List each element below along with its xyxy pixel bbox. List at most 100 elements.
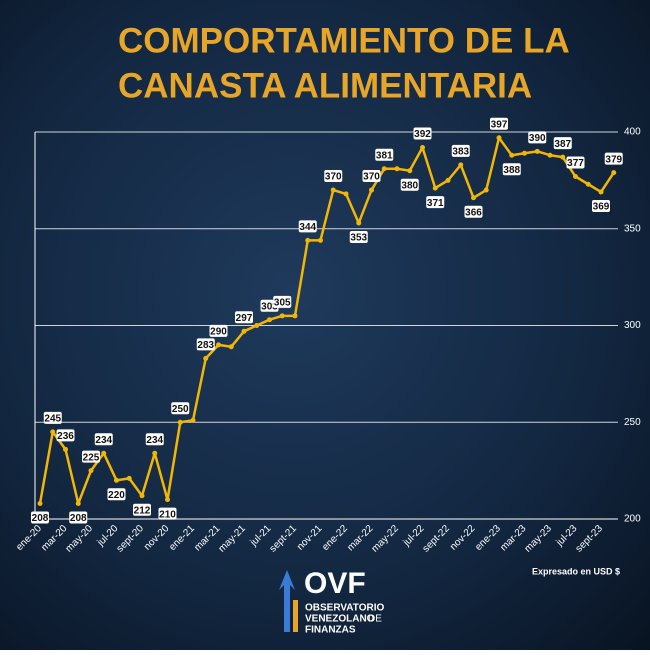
data-point [522,150,527,156]
data-point [75,501,81,507]
data-point [483,187,489,193]
data-label: 381 [376,150,393,161]
data-point [343,191,349,197]
data-point [611,170,617,176]
data-label-group: 234 [94,433,113,446]
data-label: 392 [414,129,431,140]
data-point [496,135,502,141]
data-label-group: 388 [502,163,521,176]
y-tick-label: 200 [624,514,641,525]
data-label-group: 210 [158,507,177,520]
data-label: 390 [529,133,546,144]
data-label: 208 [32,513,49,524]
data-label-bg [107,488,126,501]
logo-text: VENEZOLANO [305,614,375,625]
data-label: 397 [491,119,508,130]
data-point [573,174,578,180]
data-label: 344 [299,222,316,233]
data-point [126,475,132,481]
data-label: 383 [452,147,469,158]
data-label-bg [235,311,253,324]
data-label-bg [349,230,368,243]
data-label: 245 [44,414,61,425]
data-point [547,152,553,158]
data-label-group: 212 [133,503,151,516]
data-label: 220 [108,490,125,501]
data-label-bg [158,507,177,520]
logo-text: FINANZAS [305,625,356,636]
data-point [267,317,272,323]
data-point [63,446,68,452]
data-label-group: 369 [592,199,610,213]
data-label: 379 [605,154,622,165]
data-label-bg [592,199,610,212]
data-label-bg [69,511,88,524]
data-point [241,328,247,334]
data-label-bg [133,503,151,516]
data-label-group: 245 [43,411,62,425]
data-label-bg [528,131,547,144]
data-point [88,468,94,474]
data-point [165,497,170,503]
data-label: 370 [325,172,342,183]
data-label: 208 [70,513,87,524]
data-label-group: 383 [451,144,470,158]
data-label: 290 [210,326,227,337]
data-point [203,355,209,361]
data-point [420,144,425,150]
data-point [254,323,260,328]
data-label: 377 [567,158,584,169]
series-line [38,136,615,505]
data-point [139,493,145,499]
data-point [114,477,119,483]
logo-bar [293,600,298,632]
data-label-group: 305 [273,295,292,308]
data-point [458,162,464,168]
data-label-bg [451,144,470,157]
data-label-group: 290 [209,324,228,337]
data-label-bg [566,156,585,169]
data-label: 371 [427,198,444,209]
data-point [305,237,311,243]
data-point [216,342,221,348]
data-label: 297 [236,313,253,324]
data-label-bg [490,117,508,130]
data-point [37,501,43,507]
data-label-bg [298,220,317,233]
data-label-group: 392 [413,127,432,140]
data-label-group: 208 [69,511,88,524]
data-point [598,189,604,195]
data-label: 369 [593,202,610,213]
data-label-bg [324,170,343,183]
data-label: 210 [159,509,176,520]
data-label-bg [604,152,623,165]
data-label-bg [426,196,445,209]
data-label-group: 250 [171,402,190,415]
data-point [50,429,56,435]
data-label-bg [375,148,394,161]
data-label-bg [56,429,75,442]
data-label-group: 234 [145,433,164,446]
y-tick-label: 400 [624,127,641,138]
data-label: 366 [465,207,482,218]
data-point [534,148,540,154]
data-label-bg [209,324,228,337]
data-label-bg [273,295,292,308]
data-label-group: 381 [375,148,394,161]
data-label-group: 379 [604,152,623,165]
data-label: 234 [95,435,112,446]
note: Expresado en USD $ [532,566,620,576]
data-label-group: 397 [490,117,508,130]
data-point [318,237,323,243]
data-label-group: 370 [324,170,343,183]
chart-title: COMPORTAMIENTO DE LA [118,21,570,60]
data-label: 283 [197,340,214,351]
data-point [190,417,196,423]
data-label-group: 371 [426,196,445,209]
data-label-group: 344 [298,220,317,233]
data-label-group: 353 [349,230,368,244]
chart-subtitle: CANASTA ALIMENTARIA [118,66,532,105]
data-label-bg [362,170,381,183]
data-label-bg [43,411,62,424]
data-label-bg [400,178,419,191]
